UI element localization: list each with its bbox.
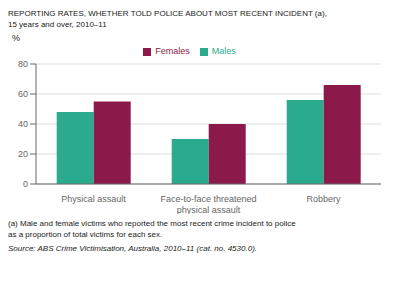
html-text:as a proportion of total victi: as a proportion of total victims for eac… bbox=[8, 230, 163, 239]
svg-text:Physical assault: Physical assault bbox=[61, 194, 126, 204]
html-text:REPORTING RATES, WHETHER TOLD: REPORTING RATES, WHETHER TOLD POLICE ABO… bbox=[8, 9, 327, 18]
html-text:Males: Males bbox=[211, 46, 236, 56]
svg-text:40: 40 bbox=[18, 119, 28, 129]
svg-text:80: 80 bbox=[18, 59, 28, 69]
html-text:15 years and over, 2010–11: 15 years and over, 2010–11 bbox=[8, 20, 107, 29]
html-text:Source: ABS Crime Victimisatio: Source: ABS Crime Victimisation, Austral… bbox=[8, 244, 257, 253]
html-text:Females: Females bbox=[155, 46, 190, 56]
svg-text:Face-to-face threatenedphysica: Face-to-face threatenedphysical assault bbox=[160, 194, 256, 214]
svg-text:Robbery: Robbery bbox=[306, 194, 341, 204]
svg-text:60: 60 bbox=[18, 89, 28, 99]
svg-text:0: 0 bbox=[23, 179, 28, 189]
svg-text:20: 20 bbox=[18, 149, 28, 159]
html-text:(a) Male and female victims wh: (a) Male and female victims who reported… bbox=[8, 219, 296, 228]
